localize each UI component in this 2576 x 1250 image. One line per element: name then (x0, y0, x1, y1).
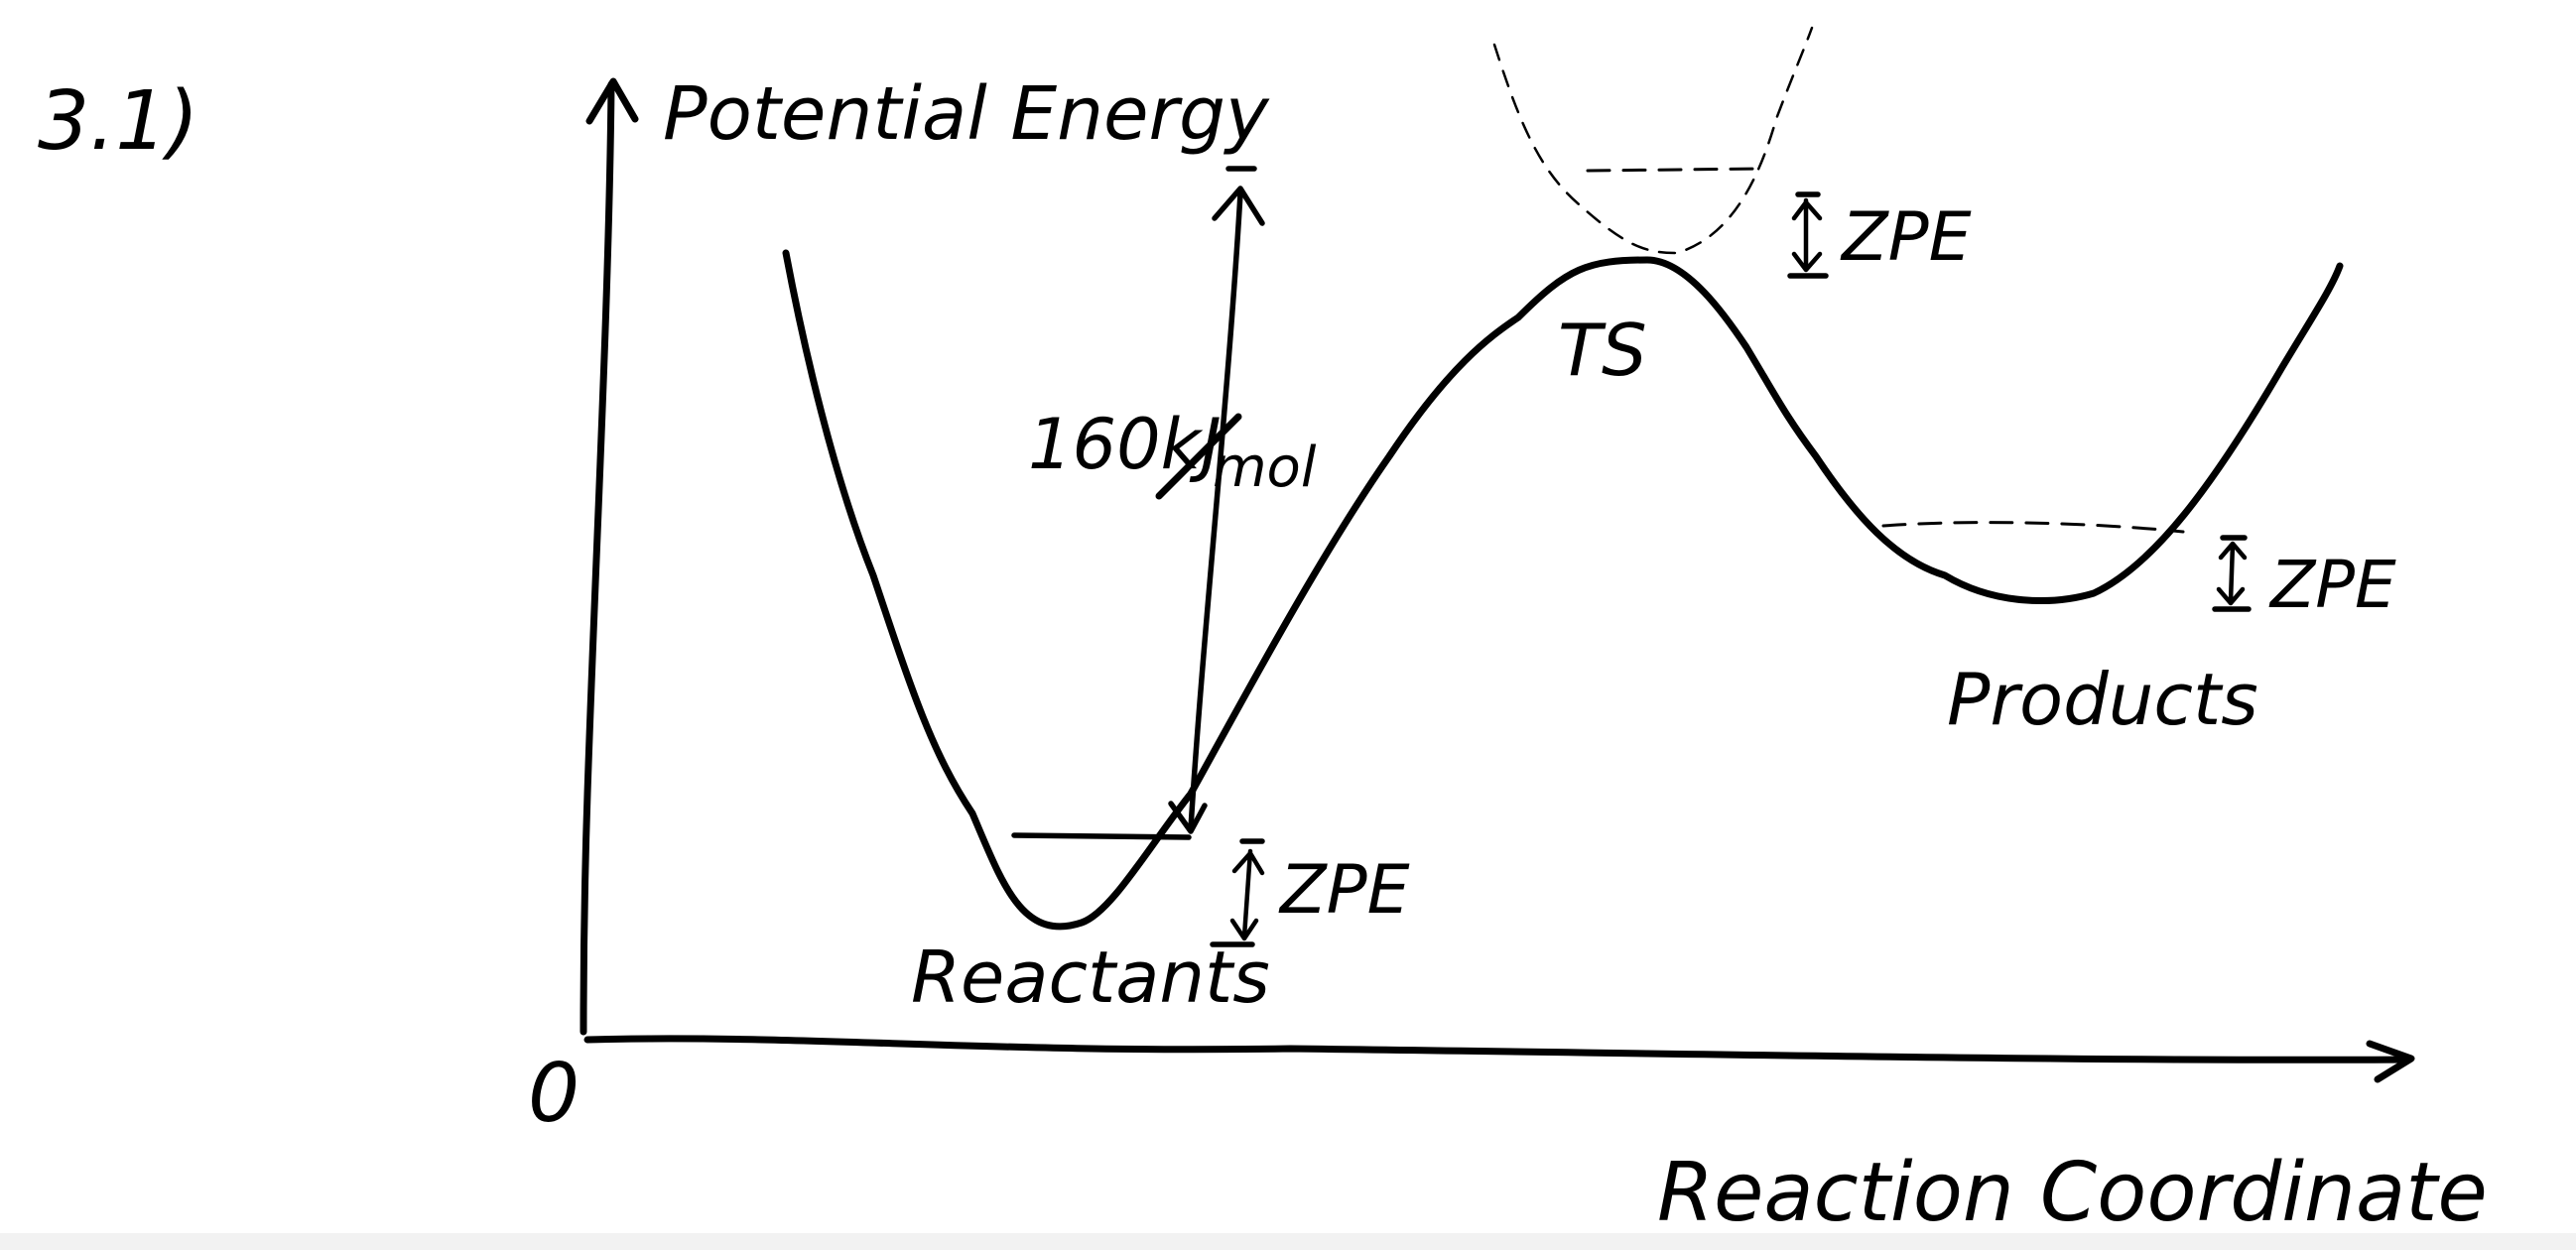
ts-zpe-level (1586, 167, 1766, 173)
reactant-zpe-arrow (1229, 848, 1265, 941)
reactant-zpe-label: ZPE (1278, 851, 1410, 930)
activation-arrowhead-top (1212, 186, 1265, 226)
products-zpe-level (1881, 521, 2185, 534)
energy-unit-slash (1155, 413, 1242, 500)
potential-energy-curve (782, 249, 2344, 931)
y-axis-label: Potential Energy (663, 71, 1270, 157)
x-axis-label: Reaction Coordinate (1657, 1146, 2488, 1240)
problem-number: 3.1) (38, 74, 198, 169)
products-zpe-arrow (2216, 541, 2248, 606)
ts-dashed-parabola (1492, 26, 1814, 255)
x-axis-arrowhead (2366, 1040, 2415, 1083)
activation-arrowhead-bottom (1168, 801, 1208, 834)
activation-energy-value: 160kJ (1028, 404, 1222, 485)
activation-energy-arrow (1188, 190, 1243, 831)
ts-zpe-label: ZPE (1840, 198, 1972, 277)
reactants-label: Reactants (911, 936, 1270, 1019)
products-label: Products (1947, 658, 2258, 741)
ts-zpe-arrow (1791, 197, 1823, 273)
origin-label: 0 (528, 1047, 580, 1141)
ts-label: TS (1558, 309, 1647, 392)
products-zpe-label: ZPE (2268, 547, 2396, 623)
activation-energy-unit: mol (1213, 436, 1317, 500)
x-axis (583, 1035, 2413, 1063)
bottom-edge-band (0, 1233, 2576, 1250)
reactant-zpe-level (1011, 832, 1192, 840)
y-axis (580, 80, 615, 1036)
y-axis-arrowhead (585, 77, 639, 125)
